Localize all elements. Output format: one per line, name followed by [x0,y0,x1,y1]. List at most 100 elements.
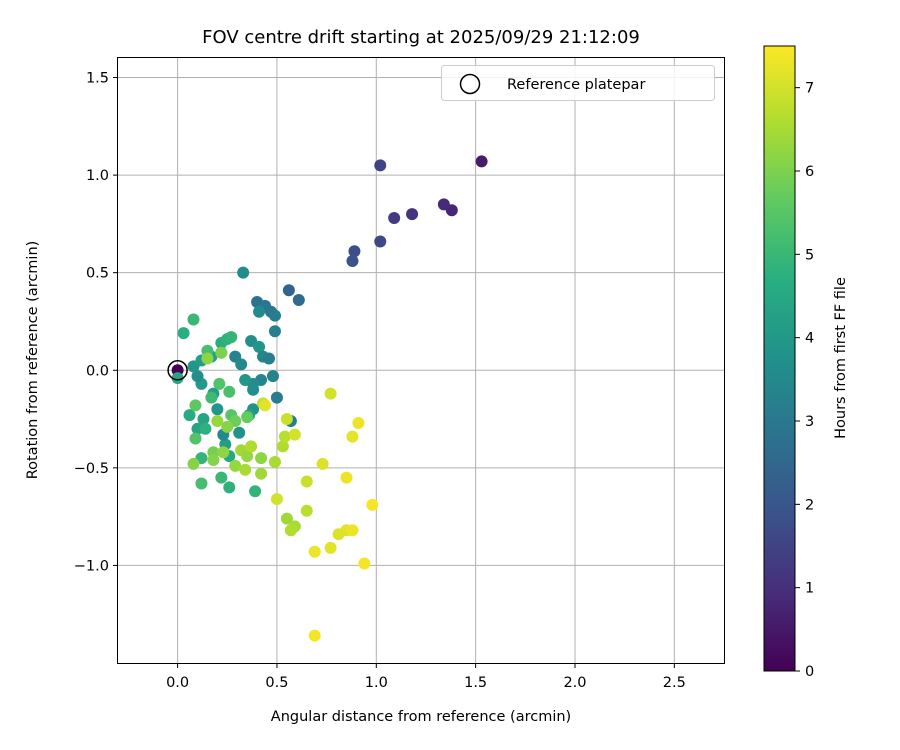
scatter-point [324,387,337,400]
y-tick-label: 0.5 [86,266,109,282]
x-tick-label: 0.0 [166,675,189,691]
scatter-point [475,155,488,168]
x-tick-label: 1.0 [365,675,388,691]
scatter-point [280,512,293,525]
scatter-point [346,524,359,537]
scatter-point [276,440,289,453]
scatter-point [308,545,321,558]
scatter-point [215,346,228,359]
scatter-point [374,235,387,248]
y-tick-label: 1.0 [86,168,109,184]
scatter-point [253,340,266,353]
colorbar-tick-label: 4 [805,331,814,347]
scatter-point [207,454,220,467]
scatter-point [253,305,266,318]
y-tick-label: −1.0 [74,558,109,574]
colorbar-tick-label: 0 [805,664,814,680]
colorbar-tick-label: 1 [805,581,814,597]
colorbar-tick-label: 7 [805,81,814,97]
scatter-point [171,372,184,385]
scatter-point [195,477,208,490]
colorbar-ticks: 0 1 2 3 4 5 6 7 [795,81,814,680]
scatter-point [278,430,291,443]
scatter-point [268,325,281,338]
y-axis-label: Rotation from reference (arcmin) [25,241,41,480]
scatter-point [183,409,196,422]
scatter-point [300,475,313,488]
scatter-point [340,471,353,484]
scatter-point [229,459,242,472]
scatter-point [255,467,268,480]
colorbar [763,45,796,672]
scatter-point [223,385,236,398]
scatter-point [324,541,337,554]
scatter-point [358,557,371,570]
scatter-point [255,452,268,465]
y-axis-ticks: 1.5 1.0 0.5 0.0 −0.5 −1.0 [74,71,118,574]
scatter-point [280,413,293,426]
legend-marker-reference [459,73,481,95]
scatter-point [266,370,279,383]
scatter-point [211,415,224,427]
x-tick-label: 2.5 [663,675,686,691]
x-axis-label: Angular distance from reference (arcmin) [271,709,571,725]
scatter-point [352,416,365,429]
scatter-point [259,399,272,412]
reference-platepar-marker [167,360,188,381]
y-tick-label: −0.5 [74,461,109,477]
scatter-point [221,420,234,433]
scatter-point [308,629,321,642]
scatter-point [348,245,361,258]
scatter-point [201,352,214,365]
scatter-point [300,504,313,517]
colorbar-label: Hours from first FF file [833,277,849,439]
scatter-point [213,377,226,390]
scatter-point [187,457,200,470]
scatter-point [366,498,379,511]
scatter-point [247,383,260,396]
scatter-point [241,450,254,463]
scatter-point [268,455,281,468]
scatter-point [241,411,254,424]
legend-box [441,65,715,101]
scatter-point [292,294,305,306]
scatter-point [215,471,228,484]
scatter-point [346,254,359,267]
scatter-point [199,422,212,435]
plot-frame [117,57,725,664]
scatter-point [270,493,283,506]
scatter-point [225,331,238,344]
scatter-point [211,403,224,416]
scatter-point [388,212,401,225]
grid [118,58,724,663]
scatter-point [177,327,190,340]
legend: Reference platepar [441,65,715,101]
scatter-point [437,198,450,211]
y-tick-label: 1.5 [86,71,109,87]
chart-title: FOV centre drift starting at 2025/09/29 … [202,27,640,48]
y-tick-label: 0.0 [86,363,109,379]
x-tick-label: 1.5 [464,675,487,691]
x-tick-label: 0.5 [265,675,288,691]
scatter-point [189,432,202,445]
scatter-point [233,426,246,439]
scatter-point [245,440,258,453]
scatter-point [332,528,345,541]
scatter-point [239,374,252,387]
colorbar-tick-label: 3 [805,414,814,430]
scatter-point [223,481,236,494]
x-axis-ticks: 0.0 0.5 1.0 1.5 2.0 2.5 [166,663,686,691]
scatter-point [189,399,202,412]
scatter-point [406,208,419,221]
x-tick-label: 2.0 [563,675,586,691]
scatter-point [197,413,210,426]
scatter-point [187,313,200,326]
legend-label-reference: Reference platepar [507,77,645,93]
scatter-point [217,446,230,459]
scatter-point [191,370,204,383]
scatter-point [235,358,248,371]
scatter-point [282,284,295,297]
scatter-point [284,524,297,537]
colorbar-tick-label: 5 [805,247,814,263]
scatter-point [263,352,276,365]
